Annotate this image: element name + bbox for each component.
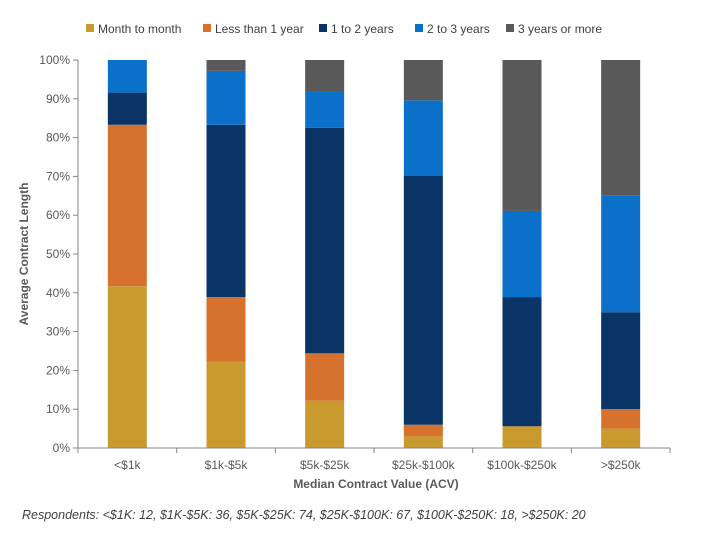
x-tick-label: <$1k (114, 458, 141, 472)
bar-segment (601, 312, 641, 410)
legend-item: Less than 1 year (203, 22, 304, 36)
bar-segment (107, 92, 147, 125)
bar-segment (403, 424, 443, 437)
bar-stack (305, 60, 345, 448)
bar-segment (206, 361, 246, 448)
bar-segment (107, 124, 147, 287)
bar-segment (601, 60, 641, 196)
bar-segment (206, 70, 246, 125)
y-tick-label: 80% (46, 131, 70, 145)
bar-segment (305, 127, 345, 354)
legend-item: 2 to 3 years (415, 22, 490, 36)
y-tick-label: 50% (46, 247, 70, 261)
legend-swatch (203, 24, 211, 32)
bar-segment (206, 297, 246, 362)
bar-segment (403, 60, 443, 101)
x-tick-label: $5k-$25k (300, 458, 350, 472)
bar-segment (601, 195, 641, 313)
bar-segment (403, 100, 443, 176)
bar-segment (305, 60, 345, 92)
legend-swatch (506, 24, 514, 32)
y-tick-label: 90% (46, 92, 70, 106)
stacked-bar-chart: Month to month Less than 1 year 1 to 2 yea… (17, 22, 671, 491)
bar-segment (305, 400, 345, 448)
bar-segment (601, 428, 641, 448)
legend-label: 1 to 2 years (331, 22, 394, 36)
x-axis-title: Median Contract Value (ACV) (293, 477, 458, 491)
y-tick-label: 0% (53, 441, 71, 455)
x-tick-label: $1k-$5k (205, 458, 249, 472)
bar-segment (305, 91, 345, 128)
bars (107, 60, 641, 448)
legend-swatch (319, 24, 327, 32)
bar-stack (601, 60, 641, 448)
x-tick-label: $25k-$100k (392, 458, 456, 472)
legend-swatch (415, 24, 423, 32)
bar-stack (502, 60, 542, 448)
y-axis: 0% 10% 20% 30% 40% 50% 60% 70% 80% 90% 100% (39, 53, 79, 455)
x-tick-label: >$250k (601, 458, 642, 472)
y-axis-title: Average Contract Length (17, 183, 31, 326)
y-tick-label: 20% (46, 363, 70, 377)
y-tick-label: 70% (46, 169, 70, 183)
bar-segment (206, 60, 246, 71)
bar-segment (502, 426, 542, 448)
respondents-footnote: Respondents: <$1K: 12, $1K-$5K: 36, $5K-… (22, 508, 586, 522)
bar-segment (305, 353, 345, 401)
bar-segment (403, 436, 443, 448)
bar-segment (403, 175, 443, 425)
legend-item: 3 years or more (506, 22, 602, 36)
y-tick-label: 60% (46, 208, 70, 222)
bar-segment (107, 286, 147, 448)
x-tick-label: $100k-$250k (487, 458, 557, 472)
legend-label: 3 years or more (518, 22, 602, 36)
chart-legend: Month to month Less than 1 year 1 to 2 yea… (86, 22, 602, 36)
legend-label: 2 to 3 years (427, 22, 490, 36)
bar-segment (601, 409, 641, 429)
legend-label: Month to month (98, 22, 181, 36)
y-tick-label: 30% (46, 325, 70, 339)
bar-stack (107, 60, 147, 448)
legend-swatch (86, 24, 94, 32)
legend-label: Less than 1 year (215, 22, 304, 36)
y-tick-label: 100% (39, 53, 70, 67)
bar-segment (502, 60, 542, 211)
bar-segment (502, 297, 542, 427)
bar-stack (403, 60, 443, 448)
bar-segment (502, 210, 542, 298)
y-tick-label: 40% (46, 286, 70, 300)
x-axis: <$1k $1k-$5k $5k-$25k $25k-$100k $100k-$250k… (77, 447, 671, 472)
legend-item: Month to month (86, 22, 181, 36)
y-tick-label: 10% (46, 402, 70, 416)
legend-item: 1 to 2 years (319, 22, 394, 36)
bar-segment (107, 60, 147, 93)
bar-segment (206, 124, 246, 298)
bar-stack (206, 60, 246, 448)
